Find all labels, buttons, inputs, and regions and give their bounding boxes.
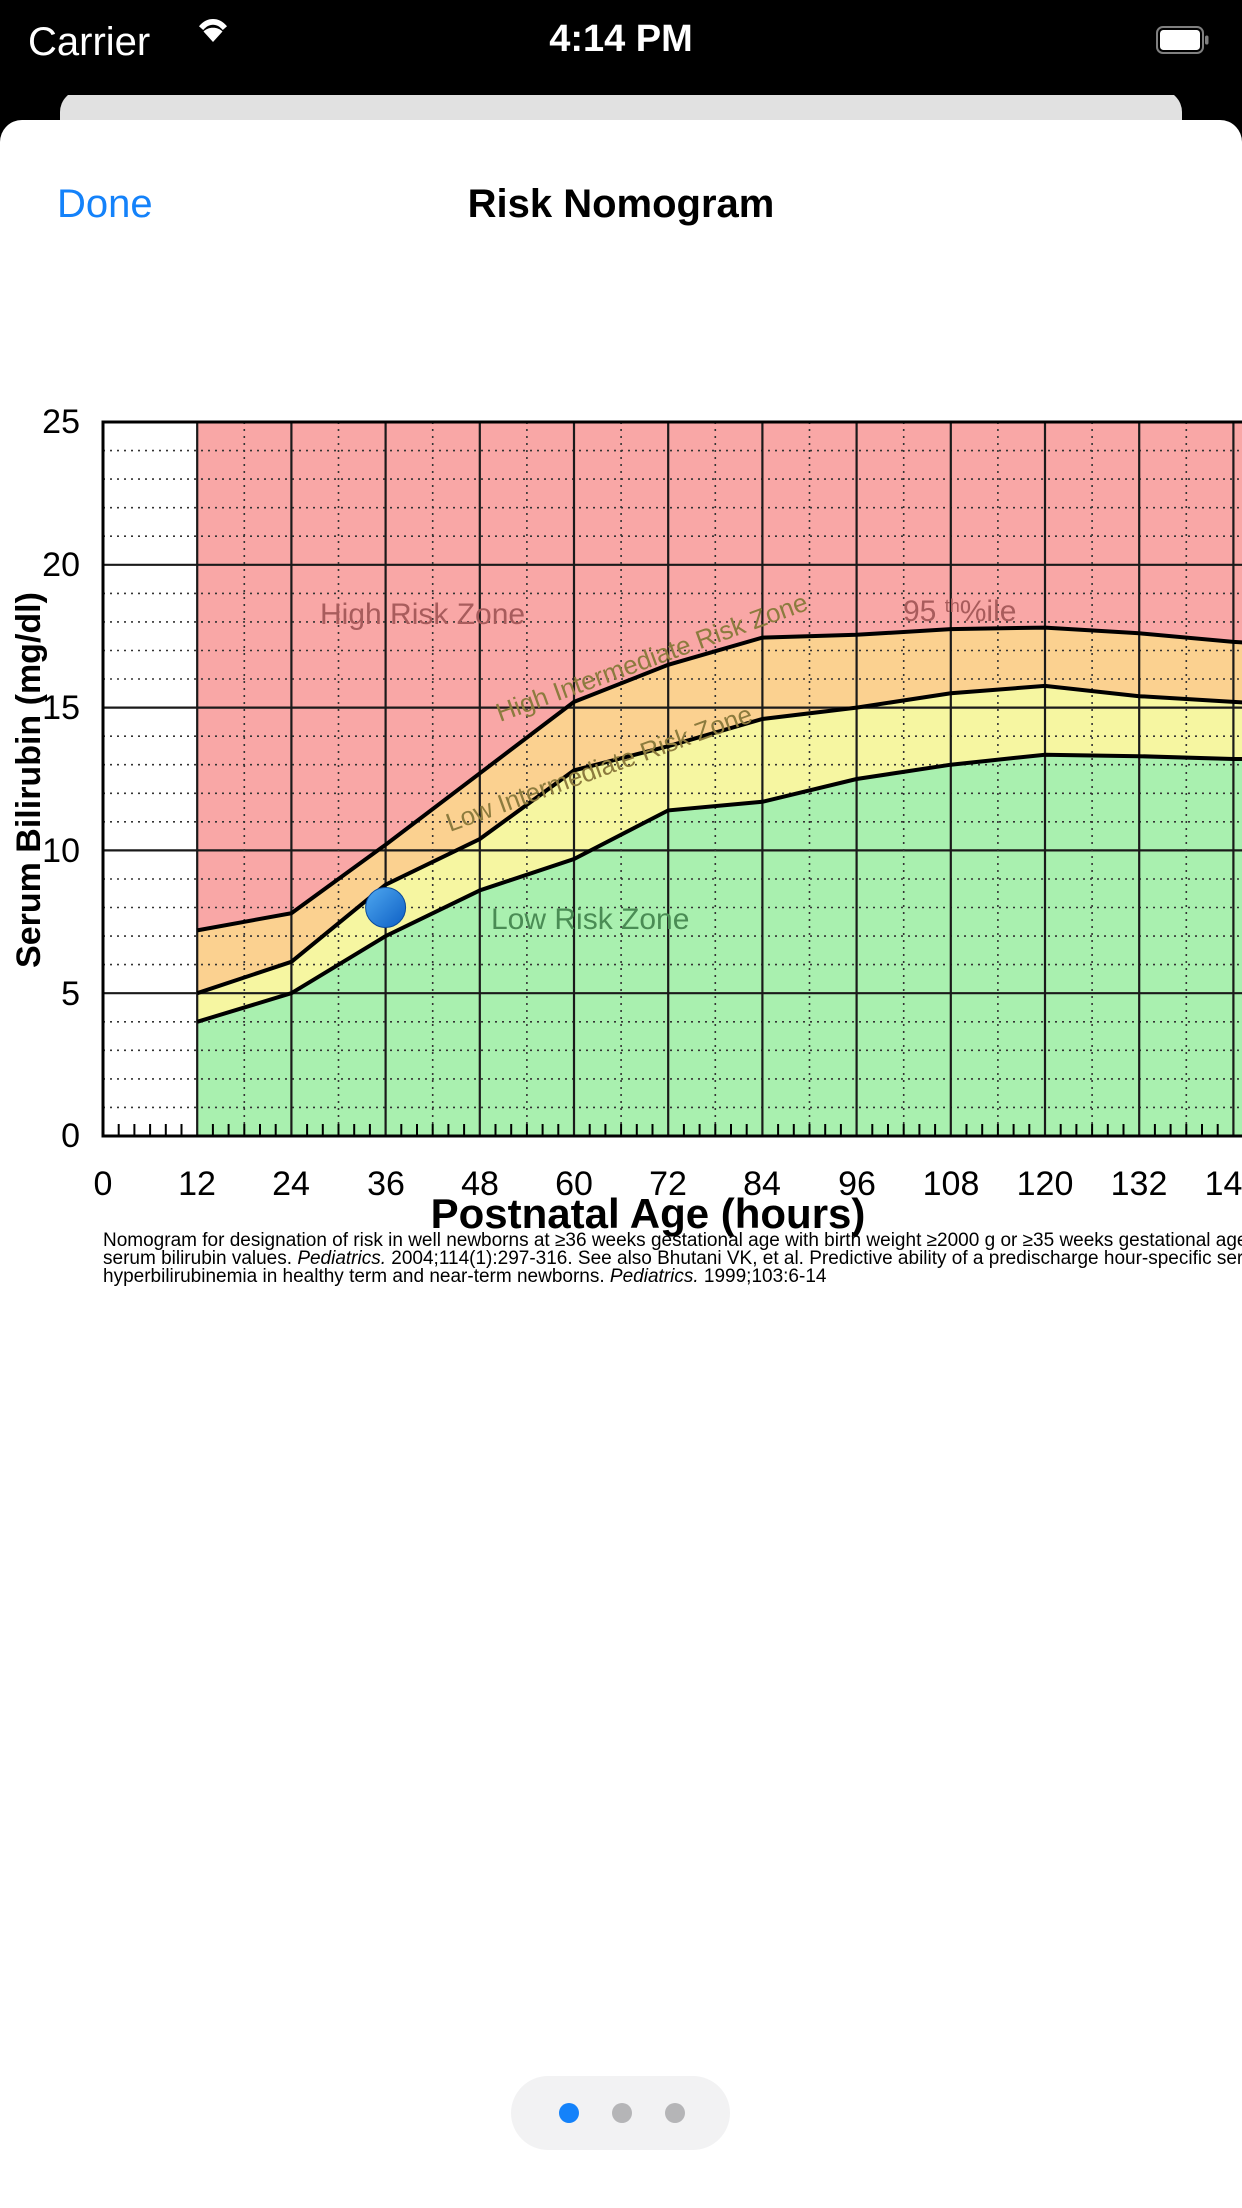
svg-text:108: 108	[923, 1165, 980, 1203]
svg-text:25: 25	[42, 403, 80, 441]
svg-text:95 th%ile: 95 th%ile	[903, 595, 1016, 628]
svg-text:Low Risk Zone: Low Risk Zone	[491, 903, 689, 936]
svg-text:0: 0	[94, 1165, 113, 1203]
svg-text:5: 5	[61, 975, 80, 1013]
svg-text:Serum Bilirubin (mg/dl): Serum Bilirubin (mg/dl)	[10, 592, 48, 968]
svg-text:36: 36	[367, 1165, 405, 1203]
svg-text:0: 0	[61, 1117, 80, 1155]
svg-text:132: 132	[1111, 1165, 1168, 1203]
svg-text:24: 24	[272, 1165, 310, 1203]
svg-text:120: 120	[1017, 1165, 1074, 1203]
svg-text:hyperbilirubinemia in healthy: hyperbilirubinemia in healthy term and n…	[103, 1266, 827, 1287]
svg-text:144: 144	[1205, 1165, 1242, 1203]
svg-text:12: 12	[178, 1165, 216, 1203]
svg-text:High Risk Zone: High Risk Zone	[320, 598, 525, 631]
svg-text:20: 20	[42, 546, 80, 584]
